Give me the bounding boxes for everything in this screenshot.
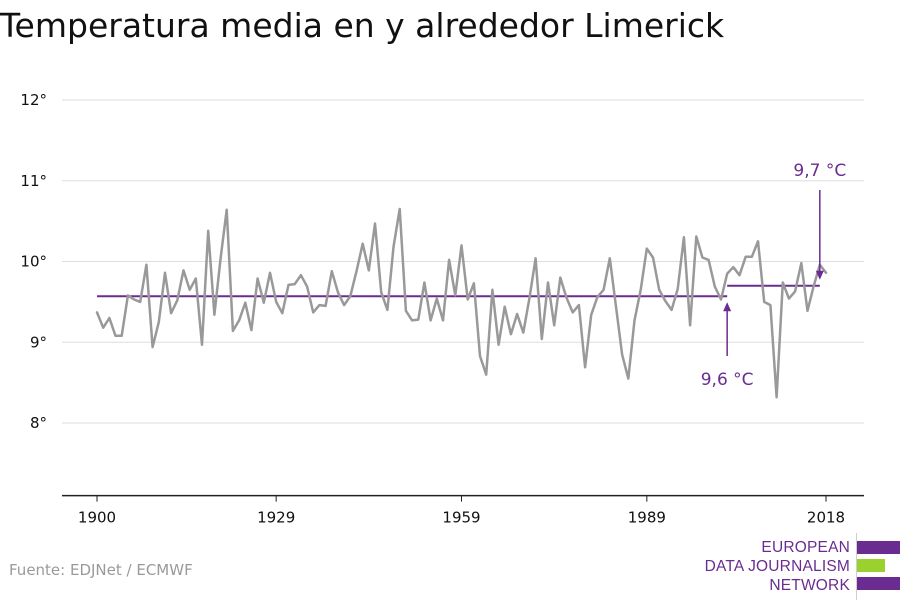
x-axis	[62, 494, 864, 502]
y-tick-label: 11°	[20, 172, 47, 190]
annotation-label: 9,6 °C	[701, 370, 754, 390]
annotation-arrow-head	[815, 270, 824, 280]
x-tick-label: 2018	[807, 509, 845, 527]
source-note: Fuente: EDJNet / ECMWF	[9, 561, 193, 579]
x-axis-tick-labels: 1900 1929 1959 1989 2018	[78, 509, 845, 527]
logo-line-2: DATA JOURNALISM	[704, 558, 850, 575]
annotation-arrow-head	[723, 302, 732, 312]
y-axis-tick-labels: 8° 9° 10° 11° 12°	[20, 91, 47, 432]
logo-divider	[856, 533, 857, 600]
y-tick-label: 12°	[20, 91, 47, 109]
logo-line-1: EUROPEAN	[761, 539, 850, 556]
x-tick-label: 1929	[257, 509, 295, 527]
temperature-series-line	[95, 207, 828, 399]
annotation-label: 9,7 °C	[793, 161, 846, 181]
x-tick-label: 1959	[442, 509, 480, 527]
logo-bar-1	[857, 541, 900, 554]
logo-bar-2	[857, 559, 885, 572]
line-chart: 8° 9° 10° 11° 12° 1900 1929 1959 1989 2018 9,6 °…	[20, 91, 864, 527]
y-tick-label: 9°	[30, 333, 47, 351]
annotations: 9,6 °C 9,7 °C	[701, 161, 846, 390]
logo-line-3: NETWORK	[769, 577, 850, 594]
edjnet-logo[interactable]: EUROPEAN DATA JOURNALISM NETWORK	[700, 533, 900, 600]
logo-bar-3	[857, 577, 900, 590]
series-lines	[95, 207, 828, 399]
chart-title: Temperatura media en y alrededor Limeric…	[0, 6, 725, 45]
x-tick-label: 1989	[628, 509, 666, 527]
y-tick-label: 8°	[30, 414, 47, 432]
x-tick-label: 1900	[78, 509, 116, 527]
y-tick-label: 10°	[20, 253, 47, 271]
